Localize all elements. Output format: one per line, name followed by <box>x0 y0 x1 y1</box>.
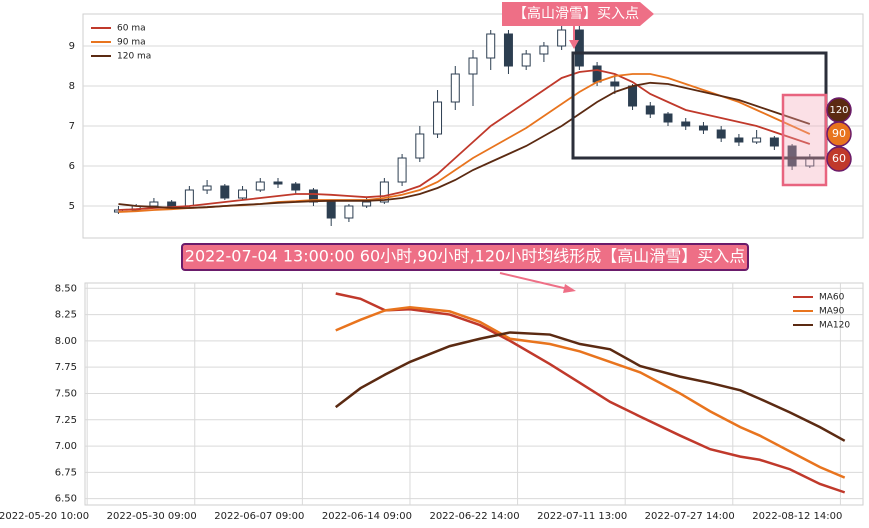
candle-body <box>415 133 425 159</box>
candle-body <box>592 65 602 83</box>
candle-body <box>557 29 567 47</box>
ma-line <box>334 331 846 442</box>
signal-arrow-head <box>569 40 579 49</box>
candle-body <box>574 29 584 67</box>
candle-body <box>344 205 354 219</box>
candle-body <box>645 105 655 115</box>
candle-body <box>362 201 372 207</box>
candle-body <box>769 137 779 147</box>
y-tick-label: 8.50 <box>55 283 77 294</box>
end-label: 90 <box>832 127 846 140</box>
candle-body <box>202 185 212 191</box>
candle-body <box>433 101 443 135</box>
candle-body <box>734 137 744 143</box>
annotations: 【高山滑雪】买入点 120 90 60 2022-07-04 13:00:00 … <box>181 2 852 293</box>
x-tick-label: 2022-06-07 09:00 <box>214 511 304 522</box>
x-tick-label: 2022-05-30 09:00 <box>107 511 197 522</box>
candle-body <box>273 181 283 185</box>
banner-arrow <box>499 272 569 290</box>
y-tick-label: 7.75 <box>55 362 77 373</box>
candle-body <box>752 137 762 143</box>
legend-label: 60 ma <box>117 24 146 34</box>
y-tick-label: 8.25 <box>55 310 77 321</box>
y-tick-label: 7.00 <box>55 441 77 452</box>
legend-label: MA90 <box>819 307 845 317</box>
candle-body <box>698 125 708 131</box>
ma-line-chart: 6.50 6.75 7.00 7.25 7.50 7.75 8.00 8.25 8.50 2022… <box>0 282 864 522</box>
candle-body <box>716 129 726 139</box>
candle-body <box>681 121 691 127</box>
signal-banner <box>502 2 654 26</box>
y-tick-label: 6 <box>69 161 75 172</box>
y-tick-label: 8.00 <box>55 336 77 347</box>
candle-body <box>220 185 230 199</box>
signal-text: 【高山滑雪】买入点 <box>513 5 639 22</box>
candle-body <box>521 53 531 67</box>
x-tick-label: 2022-05-20 10:00 <box>0 511 89 522</box>
banner-text: 2022-07-04 13:00:00 60小时,90小时,120小时均线形成【… <box>185 247 745 266</box>
candle-body <box>468 57 478 75</box>
ma-line <box>335 292 846 494</box>
x-tick-label: 2022-07-11 13:00 <box>537 511 627 522</box>
candle-body <box>787 145 797 167</box>
candle-body <box>291 183 301 191</box>
legend-label: MA60 <box>819 293 845 303</box>
candle-body <box>628 85 638 107</box>
x-tick-label: 2022-06-22 14:00 <box>429 511 519 522</box>
candle-body <box>238 189 248 199</box>
y-tick-label: 7 <box>69 121 75 132</box>
candle-body <box>255 181 265 191</box>
y-tick-label: 7.25 <box>55 415 77 426</box>
candle-body <box>149 201 159 207</box>
candle-body <box>450 73 460 103</box>
candle-body <box>397 157 407 183</box>
y-tick-label: 9 <box>69 41 75 52</box>
end-badge <box>826 146 852 172</box>
x-tick-label: 2022-08-12 14:00 <box>752 511 842 522</box>
x-tick-label: 2022-06-14 09:00 <box>322 511 412 522</box>
banner <box>181 243 749 271</box>
legend-label: 120 ma <box>117 52 151 62</box>
end-label: 120 <box>829 105 848 116</box>
x-tick-label: 2022-07-27 14:00 <box>645 511 735 522</box>
y-tick-label: 8 <box>69 81 75 92</box>
legend-label: MA120 <box>819 321 850 331</box>
y-tick-label: 6.50 <box>55 494 77 505</box>
candle-body <box>503 33 513 67</box>
candlestick-chart: 5 6 7 8 9 60 ma 90 ma 120 ma <box>69 13 864 239</box>
ma-line <box>335 305 846 479</box>
end-label: 60 <box>832 152 846 165</box>
candle-body <box>539 45 549 55</box>
highlight-box <box>781 93 828 187</box>
candle-body <box>486 33 496 59</box>
candle-body <box>326 201 336 219</box>
ma-line <box>118 81 811 209</box>
y-tick-label: 6.75 <box>55 467 77 478</box>
y-tick-label: 7.50 <box>55 388 77 399</box>
candle-body <box>167 201 177 207</box>
end-badge <box>826 121 852 147</box>
legend-label: 90 ma <box>117 38 146 48</box>
candle-body <box>610 81 620 87</box>
banner-arrow-head <box>563 284 576 293</box>
candle-body <box>663 113 673 123</box>
candle-body <box>379 181 389 203</box>
ma-line <box>118 69 811 211</box>
candle-body <box>184 189 194 207</box>
y-tick-label: 5 <box>69 201 75 212</box>
